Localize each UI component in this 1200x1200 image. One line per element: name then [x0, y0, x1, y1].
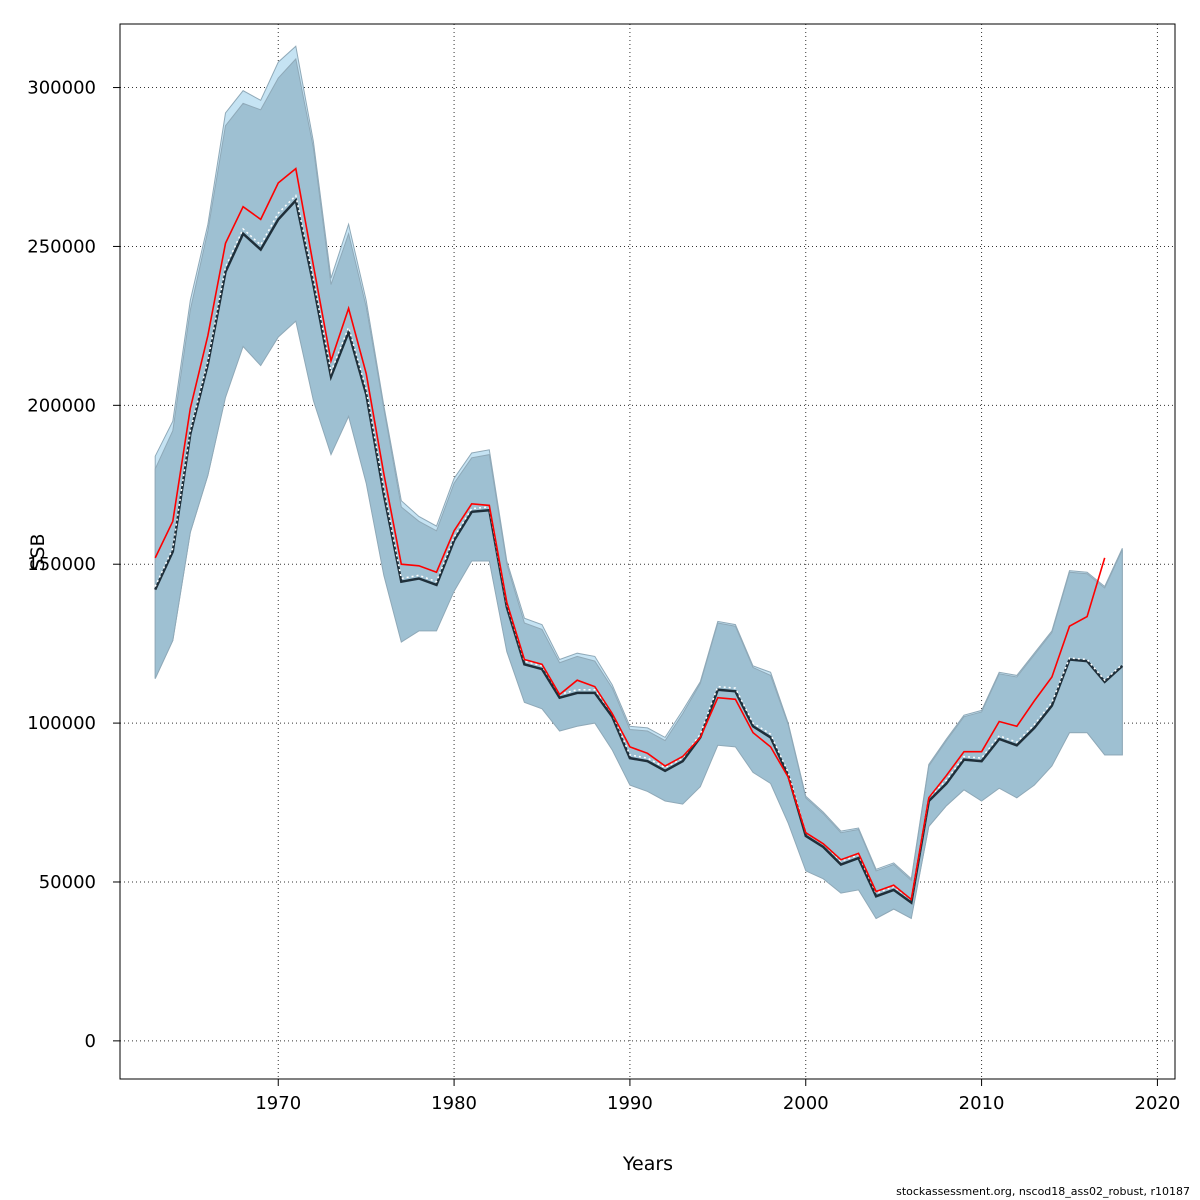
ensemble-mean-line — [154, 197, 1124, 905]
series-lines — [154, 167, 1124, 905]
ensemble-mean-dotted-line — [154, 194, 1123, 901]
footer-caption: stockassessment.org, nscod18_ass02_robus… — [896, 1185, 1190, 1198]
point-estimate-line — [154, 167, 1106, 901]
y-axis-title: SSB — [27, 533, 49, 570]
y-tick-label: 200000 — [27, 395, 96, 416]
confidence-bands — [154, 45, 1123, 920]
confidence-band — [154, 57, 1123, 920]
x-tick-label: 2010 — [959, 1093, 1005, 1114]
plot-frame — [119, 23, 1176, 1080]
x-tick-label: 1970 — [255, 1093, 301, 1114]
y-tick-label: 300000 — [27, 78, 96, 99]
y-tick-label: 0 — [85, 1031, 96, 1052]
x-tick-label: 2000 — [783, 1093, 829, 1114]
x-tick-label: 1990 — [607, 1093, 653, 1114]
y-tick-label: 250000 — [27, 236, 96, 257]
y-tick-label: 50000 — [39, 872, 96, 893]
x-tick-label: 2020 — [1135, 1093, 1181, 1114]
y-tick-label: 100000 — [27, 713, 96, 734]
x-tick-label: 1980 — [431, 1093, 477, 1114]
axes: 1970 1980 1990 2000 2010 2020 0 50000 100000 1500… — [27, 78, 1180, 1114]
y-tick-label: 150000 — [27, 554, 96, 575]
x-axis-title: Years — [622, 1153, 673, 1175]
